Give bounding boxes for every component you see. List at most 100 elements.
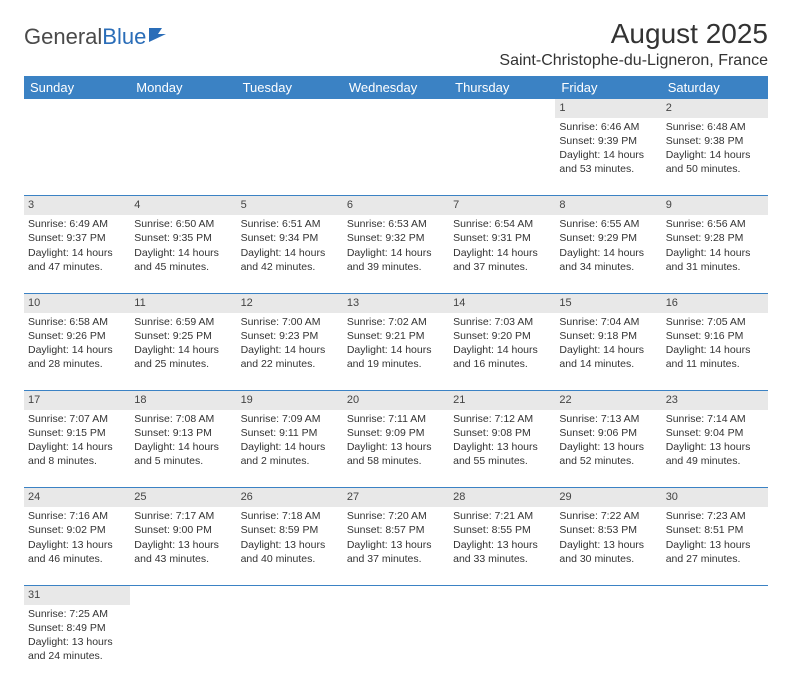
day2-text: and 14 minutes. (559, 357, 657, 371)
sunrise-text: Sunrise: 7:14 AM (666, 412, 764, 426)
day-content-row: Sunrise: 6:58 AMSunset: 9:26 PMDaylight:… (24, 313, 768, 391)
sunrise-text: Sunrise: 6:48 AM (666, 120, 764, 134)
day-cell: Sunrise: 7:13 AMSunset: 9:06 PMDaylight:… (555, 410, 661, 488)
sunset-text: Sunset: 9:15 PM (28, 426, 126, 440)
sunset-text: Sunset: 9:32 PM (347, 231, 445, 245)
day-number-cell: 3 (24, 196, 130, 215)
sunset-text: Sunset: 9:02 PM (28, 523, 126, 537)
day-cell: Sunrise: 6:48 AMSunset: 9:38 PMDaylight:… (662, 118, 768, 196)
sunset-text: Sunset: 9:31 PM (453, 231, 551, 245)
day-number-cell (343, 585, 449, 604)
sunrise-text: Sunrise: 7:17 AM (134, 509, 232, 523)
day-number-cell: 18 (130, 391, 236, 410)
day2-text: and 55 minutes. (453, 454, 551, 468)
sunrise-text: Sunrise: 6:55 AM (559, 217, 657, 231)
day1-text: Daylight: 14 hours (347, 343, 445, 357)
sunrise-text: Sunrise: 7:18 AM (241, 509, 339, 523)
day-cell (237, 118, 343, 196)
day1-text: Daylight: 13 hours (666, 440, 764, 454)
sunset-text: Sunset: 9:18 PM (559, 329, 657, 343)
sunset-text: Sunset: 9:20 PM (453, 329, 551, 343)
day-cell: Sunrise: 7:00 AMSunset: 9:23 PMDaylight:… (237, 313, 343, 391)
day-number-row: 3456789 (24, 196, 768, 215)
sunset-text: Sunset: 9:26 PM (28, 329, 126, 343)
day1-text: Daylight: 14 hours (134, 343, 232, 357)
day2-text: and 19 minutes. (347, 357, 445, 371)
day-cell: Sunrise: 7:25 AMSunset: 8:49 PMDaylight:… (24, 605, 130, 683)
day2-text: and 30 minutes. (559, 552, 657, 566)
day-cell (662, 605, 768, 683)
day-number-row: 10111213141516 (24, 293, 768, 312)
day1-text: Daylight: 14 hours (134, 440, 232, 454)
day-cell: Sunrise: 7:21 AMSunset: 8:55 PMDaylight:… (449, 507, 555, 585)
day1-text: Daylight: 14 hours (134, 246, 232, 260)
day1-text: Daylight: 14 hours (559, 148, 657, 162)
sunrise-text: Sunrise: 7:21 AM (453, 509, 551, 523)
day1-text: Daylight: 13 hours (453, 538, 551, 552)
day-number-cell: 21 (449, 391, 555, 410)
sunset-text: Sunset: 8:57 PM (347, 523, 445, 537)
day-number-cell: 25 (130, 488, 236, 507)
day1-text: Daylight: 14 hours (28, 343, 126, 357)
day1-text: Daylight: 14 hours (241, 343, 339, 357)
day2-text: and 58 minutes. (347, 454, 445, 468)
day1-text: Daylight: 14 hours (28, 246, 126, 260)
sunset-text: Sunset: 9:09 PM (347, 426, 445, 440)
page-header: GeneralBlue August 2025 Saint-Christophe… (24, 18, 768, 70)
day-cell: Sunrise: 7:07 AMSunset: 9:15 PMDaylight:… (24, 410, 130, 488)
day-header: Thursday (449, 76, 555, 99)
day-cell: Sunrise: 7:03 AMSunset: 9:20 PMDaylight:… (449, 313, 555, 391)
day-cell: Sunrise: 6:50 AMSunset: 9:35 PMDaylight:… (130, 215, 236, 293)
day-number-cell: 4 (130, 196, 236, 215)
sunrise-text: Sunrise: 7:25 AM (28, 607, 126, 621)
sunrise-text: Sunrise: 7:13 AM (559, 412, 657, 426)
day-number-cell: 29 (555, 488, 661, 507)
day-number-cell: 19 (237, 391, 343, 410)
day-header: Wednesday (343, 76, 449, 99)
day-number-cell: 24 (24, 488, 130, 507)
sunrise-text: Sunrise: 7:08 AM (134, 412, 232, 426)
day-number-row: 31 (24, 585, 768, 604)
day-content-row: Sunrise: 7:16 AMSunset: 9:02 PMDaylight:… (24, 507, 768, 585)
day-cell: Sunrise: 6:59 AMSunset: 9:25 PMDaylight:… (130, 313, 236, 391)
sunrise-text: Sunrise: 7:12 AM (453, 412, 551, 426)
sunrise-text: Sunrise: 7:00 AM (241, 315, 339, 329)
day2-text: and 34 minutes. (559, 260, 657, 274)
day-cell: Sunrise: 6:58 AMSunset: 9:26 PMDaylight:… (24, 313, 130, 391)
sunrise-text: Sunrise: 7:07 AM (28, 412, 126, 426)
day1-text: Daylight: 13 hours (28, 538, 126, 552)
day1-text: Daylight: 14 hours (666, 148, 764, 162)
sunrise-text: Sunrise: 7:05 AM (666, 315, 764, 329)
sunrise-text: Sunrise: 6:54 AM (453, 217, 551, 231)
day1-text: Daylight: 13 hours (347, 538, 445, 552)
day-cell: Sunrise: 7:20 AMSunset: 8:57 PMDaylight:… (343, 507, 449, 585)
day-number-cell (237, 99, 343, 118)
sunrise-text: Sunrise: 6:59 AM (134, 315, 232, 329)
sunset-text: Sunset: 9:28 PM (666, 231, 764, 245)
day1-text: Daylight: 13 hours (241, 538, 339, 552)
day-number-cell (24, 99, 130, 118)
day-number-cell (237, 585, 343, 604)
day2-text: and 37 minutes. (347, 552, 445, 566)
sunrise-text: Sunrise: 6:46 AM (559, 120, 657, 134)
day-cell: Sunrise: 7:08 AMSunset: 9:13 PMDaylight:… (130, 410, 236, 488)
day1-text: Daylight: 13 hours (559, 538, 657, 552)
day-number-cell: 5 (237, 196, 343, 215)
day1-text: Daylight: 14 hours (453, 246, 551, 260)
sunrise-text: Sunrise: 7:04 AM (559, 315, 657, 329)
sunrise-text: Sunrise: 7:20 AM (347, 509, 445, 523)
day-cell: Sunrise: 7:11 AMSunset: 9:09 PMDaylight:… (343, 410, 449, 488)
day-number-cell: 16 (662, 293, 768, 312)
day-number-cell: 1 (555, 99, 661, 118)
sunset-text: Sunset: 8:53 PM (559, 523, 657, 537)
day-cell: Sunrise: 6:49 AMSunset: 9:37 PMDaylight:… (24, 215, 130, 293)
day-number-cell: 14 (449, 293, 555, 312)
day1-text: Daylight: 13 hours (134, 538, 232, 552)
day2-text: and 16 minutes. (453, 357, 551, 371)
day2-text: and 31 minutes. (666, 260, 764, 274)
day-cell: Sunrise: 7:05 AMSunset: 9:16 PMDaylight:… (662, 313, 768, 391)
day-header-row: Sunday Monday Tuesday Wednesday Thursday… (24, 76, 768, 99)
day-cell: Sunrise: 6:54 AMSunset: 9:31 PMDaylight:… (449, 215, 555, 293)
day-number-cell: 7 (449, 196, 555, 215)
sunrise-text: Sunrise: 7:02 AM (347, 315, 445, 329)
